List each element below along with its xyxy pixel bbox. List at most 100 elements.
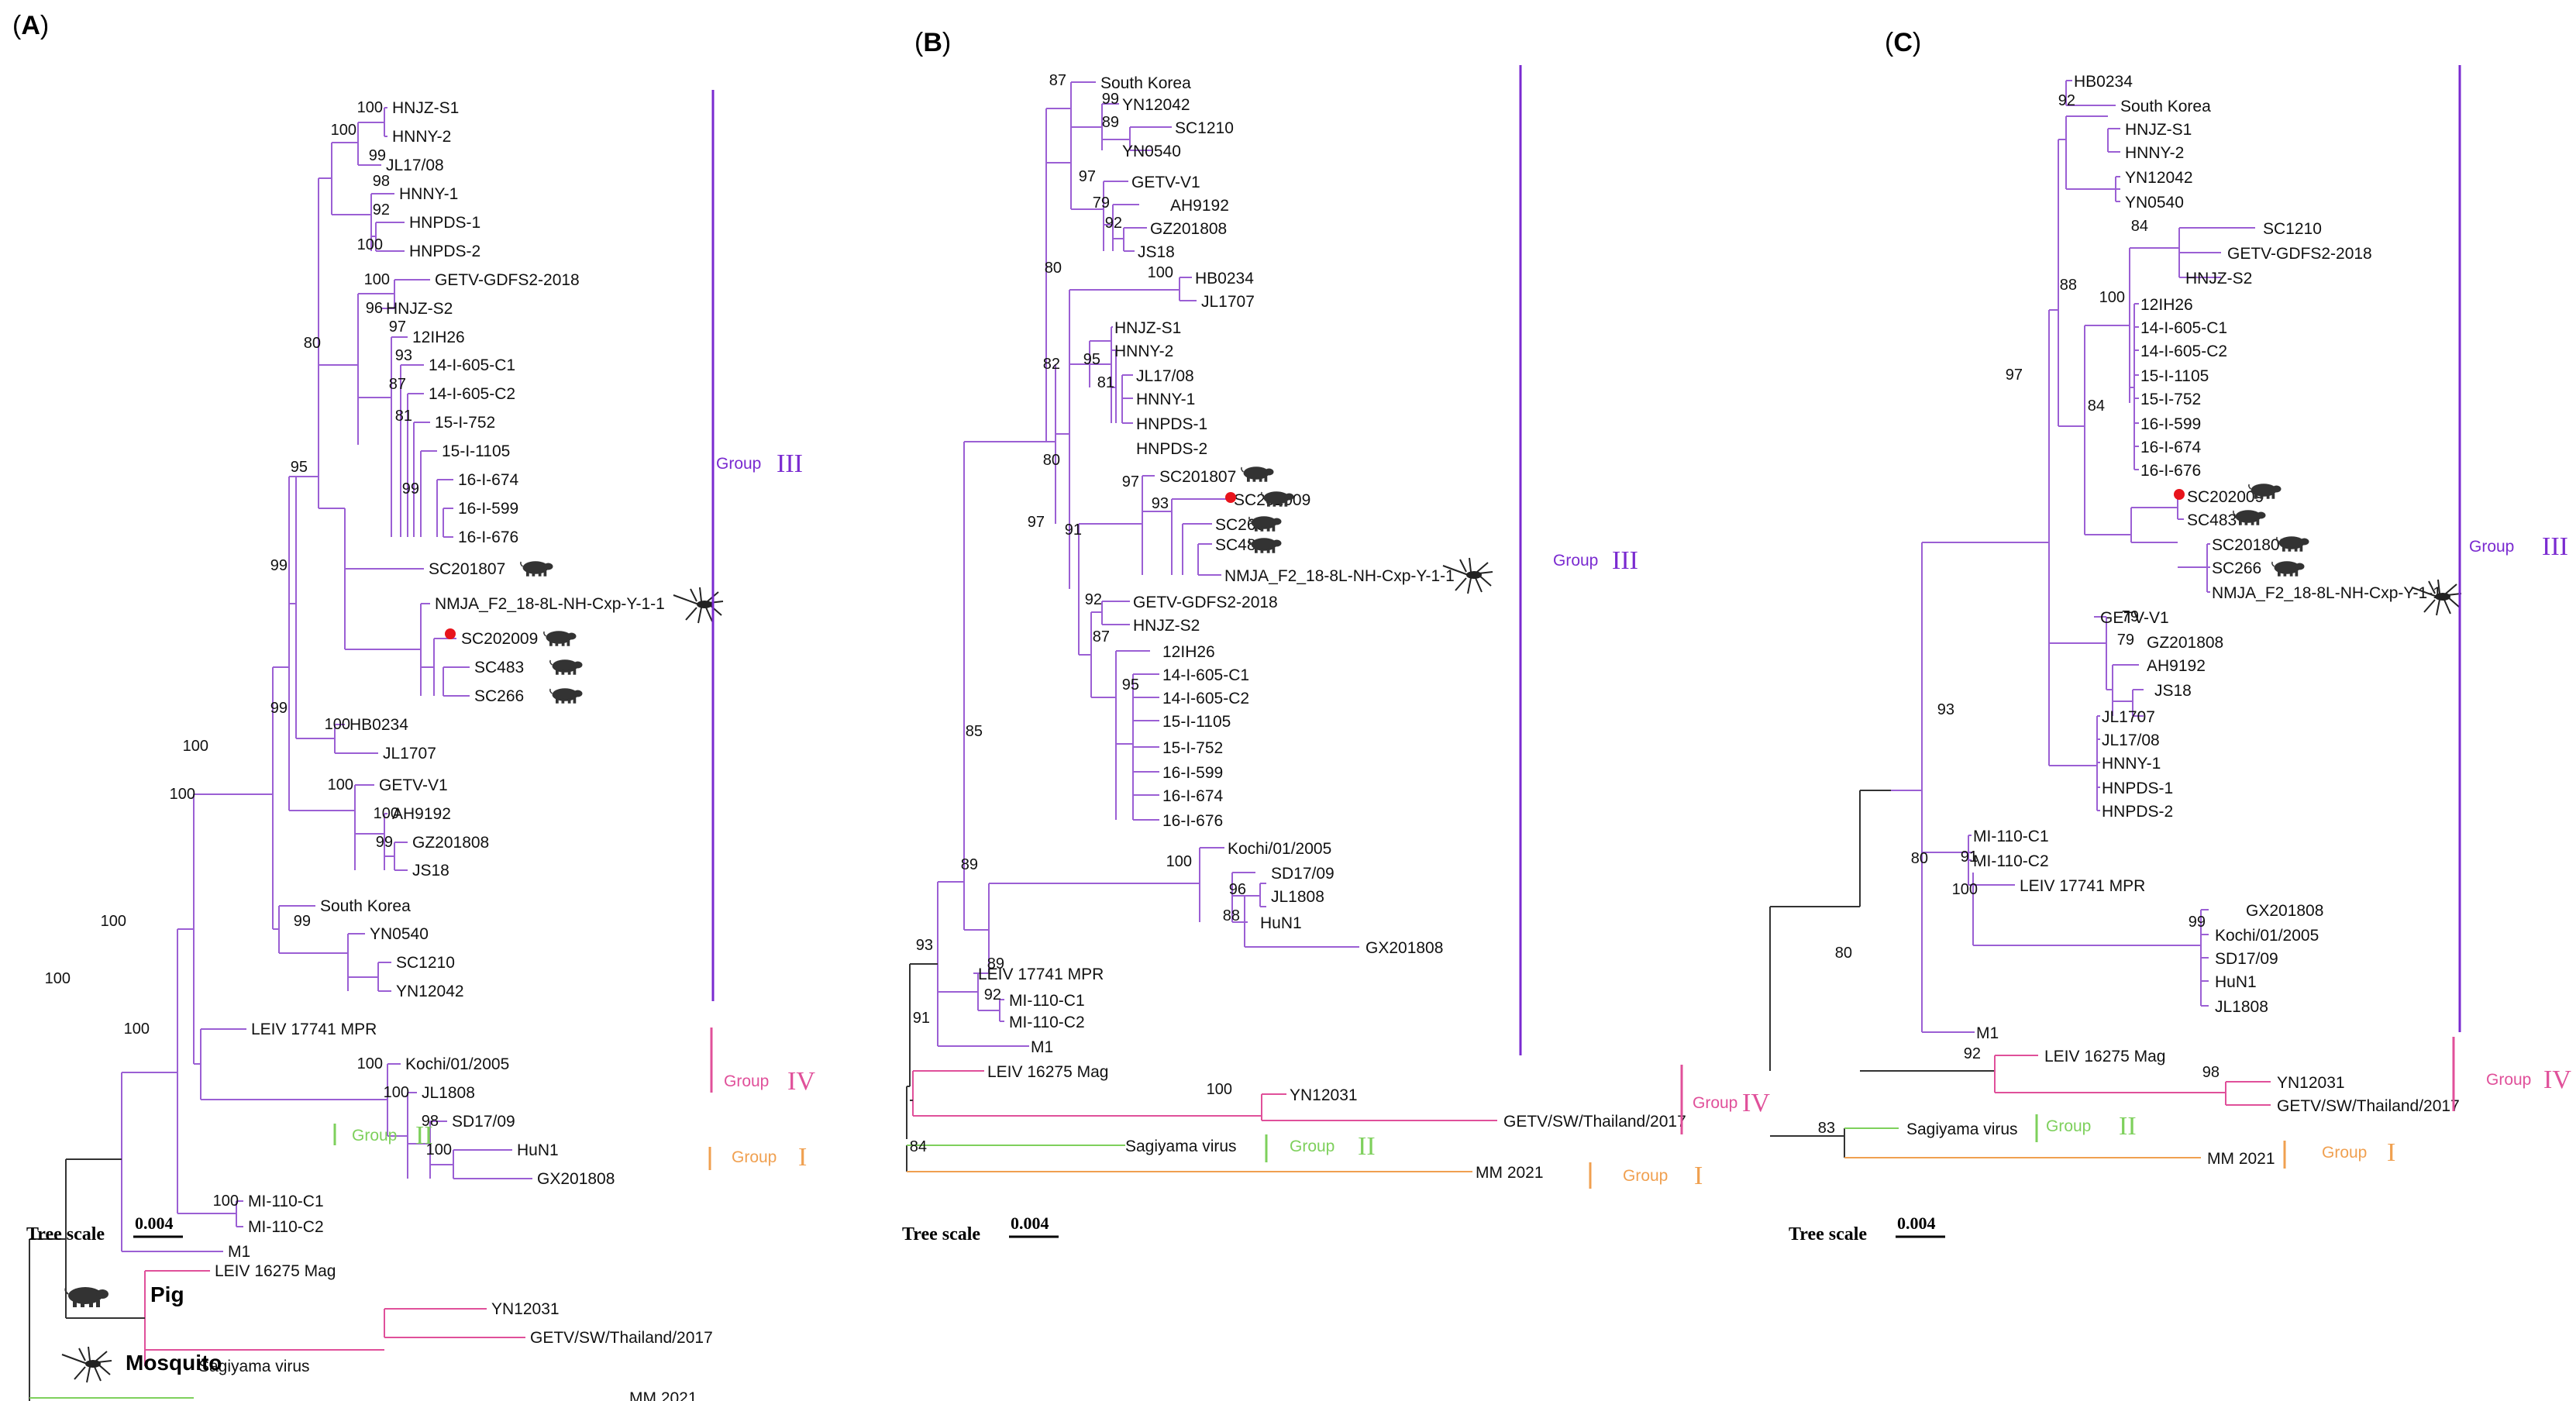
taxon-label: JL1808 <box>422 1084 475 1102</box>
group-bracket-iv: Group IV <box>2452 1037 2571 1111</box>
bootstrap-value: 98 <box>422 1113 439 1130</box>
taxon-label: GZ201808 <box>1150 220 1227 238</box>
bootstrap-value: 100 <box>1207 1081 1232 1098</box>
bootstrap-value: 99 <box>270 700 288 717</box>
taxon-label: HNJZ-S1 <box>392 99 459 117</box>
taxon-label: MI-110-C1 <box>1009 992 1085 1010</box>
taxon-label: HB0234 <box>2074 73 2133 91</box>
taxon-label: M1 <box>228 1243 250 1261</box>
bootstrap-value: 100 <box>426 1141 452 1158</box>
taxon-label: LEIV 17741 MPR <box>251 1021 377 1038</box>
group-word: Group <box>732 1148 777 1166</box>
bootstrap-value: 100 <box>325 716 350 733</box>
bootstrap-value: 99 <box>2189 914 2206 931</box>
bootstrap-value: 95 <box>1122 676 1139 694</box>
tree-scale-value: 0.004 <box>135 1213 174 1233</box>
mosquito-icon <box>61 1346 112 1383</box>
bootstrap-value: 99 <box>376 834 393 851</box>
bootstrap-value: 93 <box>395 347 412 364</box>
bootstrap-value: 79 <box>1093 194 1110 212</box>
taxon-label: JS18 <box>1138 243 1175 261</box>
taxon-label: HNPDS-1 <box>1136 415 1207 433</box>
bootstrap-value: 92 <box>1964 1045 1981 1062</box>
taxon-label: Kochi/01/2005 <box>1228 840 1331 858</box>
taxon-label: HNPDS-1 <box>409 214 480 232</box>
group-roman: IV <box>787 1067 815 1096</box>
taxon-label: GETV-GDFS2-2018 <box>2227 245 2372 263</box>
taxon-label: HB0234 <box>1195 270 1254 287</box>
taxon-label: HuN1 <box>2215 973 2257 991</box>
tree-scale-label: Tree scale <box>902 1224 980 1244</box>
taxon-label: SC202009 <box>461 630 538 648</box>
tree-scale-value: 0.004 <box>1011 1213 1049 1233</box>
taxon-label: HNPDS-2 <box>2102 803 2173 821</box>
bootstrap-value: 100 <box>374 805 399 822</box>
group-word: Group <box>1553 552 1598 570</box>
taxon-label: MI-110-C1 <box>1973 828 2049 845</box>
taxon-label: Sagiyama virus <box>1125 1138 1237 1155</box>
group-word: Group <box>2046 1117 2091 1135</box>
group-roman: II <box>1358 1132 1376 1161</box>
bootstrap-value: 92 <box>2058 92 2075 109</box>
bootstrap-value: 84 <box>2131 218 2148 235</box>
pig-icon <box>1241 466 1275 483</box>
taxon-label: SC201807 <box>1159 468 1236 486</box>
bootstrap-value: 100 <box>1166 853 1192 870</box>
taxon-label: 14-I-605-C2 <box>2140 343 2227 360</box>
bootstrap-value: 80 <box>304 335 321 352</box>
taxon-label: HNNY-1 <box>2102 755 2161 773</box>
bootstrap-value: 100 <box>1148 264 1173 281</box>
taxon-label: YN12042 <box>396 983 464 1000</box>
taxon-label: HNNY-2 <box>392 128 451 146</box>
taxon-label: YN12031 <box>491 1300 560 1318</box>
group-bracket-iv: Group IV <box>1680 1065 1770 1134</box>
taxon-label: 16-I-676 <box>2140 462 2201 480</box>
tree-scale-value: 0.004 <box>1897 1213 1936 1233</box>
pig-icon <box>2233 509 2267 526</box>
bootstrap-value: 81 <box>395 408 412 425</box>
taxon-label: 16-I-599 <box>458 500 518 518</box>
taxon-label: 14-I-605-C1 <box>1162 666 1249 684</box>
bootstrap-value: 93 <box>1152 495 1169 512</box>
taxon-label: GETV/SW/Thailand/2017 <box>1503 1113 1686 1131</box>
bootstrap-value: 99 <box>294 913 311 930</box>
taxon-label: SC1210 <box>1175 119 1234 137</box>
bootstrap-value: 81 <box>1097 374 1114 391</box>
pig-icon <box>64 1286 109 1308</box>
bootstrap-value: 100 <box>2099 289 2125 306</box>
taxon-label: MI-110-C2 <box>1009 1014 1085 1031</box>
bootstrap-value: 100 <box>213 1193 239 1210</box>
bootstrap-value: 89 <box>961 856 978 873</box>
taxon-label: South Korea <box>320 897 411 915</box>
bootstrap-value: 91 <box>1065 522 1082 539</box>
group-roman: IV <box>2543 1065 2571 1094</box>
taxon-label: Sagiyama virus <box>198 1358 310 1375</box>
taxon-label: YN0540 <box>2125 194 2184 212</box>
group-bracket-i: Group I <box>1589 1162 1703 1190</box>
taxon-label: 16-I-676 <box>1162 812 1223 830</box>
bootstrap-value: 100 <box>364 271 390 288</box>
taxon-label: HuN1 <box>1260 914 1302 932</box>
panel-b: (B) South Korea YN12042 SC1210 YN0540 GETV-V… <box>902 28 1770 1244</box>
taxon-label: 14-I-605-C1 <box>429 356 515 374</box>
taxon-label: YN12031 <box>1290 1086 1358 1104</box>
taxon-label: JL17/08 <box>386 157 444 174</box>
bootstrap-value: 97 <box>389 318 406 336</box>
taxon-label: 16-I-674 <box>2140 439 2202 456</box>
bootstrap-value: 100 <box>331 122 356 139</box>
bootstrap-value: 93 <box>916 937 933 954</box>
taxon-label: GX201808 <box>2246 902 2323 920</box>
group-roman: I <box>1694 1162 1703 1190</box>
group-bracket-iii: Group III <box>1519 65 1638 1055</box>
taxon-label: HNJZ-S1 <box>2125 121 2192 139</box>
taxon-label: JS18 <box>412 862 449 879</box>
bootstrap-value: 100 <box>328 776 353 793</box>
taxon-label: SD17/09 <box>1271 865 1334 883</box>
taxon-label: JL1808 <box>1271 888 1324 906</box>
taxon-label: SC201807 <box>2212 536 2288 554</box>
branches <box>906 81 1497 1172</box>
taxon-label: YN12042 <box>2125 169 2193 187</box>
host-legend: Pig Mosquito <box>61 1282 222 1383</box>
panel-c: (C) HB0234 South Korea HNJZ-S1 HNNY-2 YN1204… <box>1769 28 2571 1244</box>
bootstrap-value: 100 <box>45 970 71 987</box>
